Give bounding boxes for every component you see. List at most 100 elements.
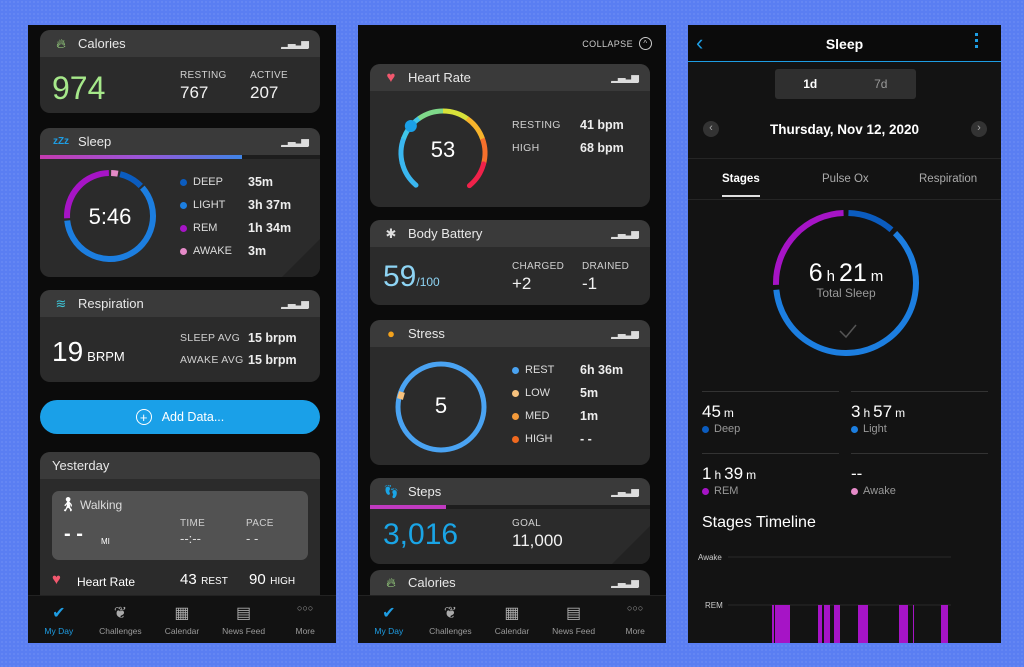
- stat-awake: -- Awake: [851, 453, 988, 497]
- active-label: ACTIVE: [250, 70, 288, 81]
- sleep-card[interactable]: zZz Sleep ▁▃▂▅ 5:46 DEEP 35m LIGHT 3h 37m REM 1…: [40, 128, 320, 277]
- sleep-total: 5:46: [88, 204, 132, 229]
- tab-news-feed[interactable]: ▤ News Feed: [543, 596, 605, 643]
- legend-rem: REM: [180, 222, 217, 234]
- range-7d[interactable]: 7d: [874, 77, 888, 91]
- charged-value: +2: [512, 274, 532, 293]
- page-title: Sleep: [825, 36, 864, 52]
- news-icon: ▤: [236, 605, 252, 622]
- respiration-card[interactable]: ≋ Respiration ▁▃▂▅ 19 BRPM SLEEP AVG 15 brp…: [40, 290, 320, 382]
- legend-label: REST: [525, 364, 555, 376]
- timeline-rem-bar: [772, 605, 774, 643]
- stress-card[interactable]: ● Stress ▁▃▂▅ 5 REST 6h 36m LOW 5m MED 1m HIGH - …: [370, 320, 650, 465]
- legend-label: HIGH: [525, 433, 553, 445]
- add-data-button[interactable]: + Add Data...: [40, 400, 320, 434]
- bar-chart-icon[interactable]: ▁▃▂▅: [611, 71, 639, 83]
- bar-chart-icon[interactable]: ▁▃▂▅: [611, 485, 639, 497]
- stress-ring-low: [397, 391, 405, 400]
- tab-my-day[interactable]: ✔ My Day: [28, 596, 90, 643]
- footprints-icon: 👣︎: [382, 483, 400, 499]
- bar-chart-icon[interactable]: ▁▃▂▅: [281, 297, 309, 309]
- stress-icon: ●: [387, 326, 395, 341]
- legend-value: 1h 34m: [248, 221, 292, 235]
- tab-pulse-ox[interactable]: Pulse Ox: [822, 173, 869, 185]
- bar-chart-icon[interactable]: ▁▃▂▅: [611, 227, 639, 239]
- stat-bu: m: [895, 406, 906, 420]
- stat-bu: m: [746, 468, 757, 482]
- next-day-button[interactable]: ›: [971, 121, 987, 137]
- laurel-icon: ❦: [443, 605, 458, 622]
- heart-rate-card[interactable]: ♥ Heart Rate ▁▃▂▅ 53 RESTING 41 bpm HIGH 6…: [370, 64, 650, 207]
- laurel-icon: ❦: [113, 605, 128, 622]
- tab-bar: ✔ My Day ❦ Challenges ▦ Calendar ▤ News Feed ○○○…: [28, 595, 336, 643]
- tab-label: Challenges: [99, 626, 142, 636]
- bar-chart-icon[interactable]: ▁▃▂▅: [281, 135, 309, 147]
- sleep-avg-value: 15 brpm: [248, 331, 297, 345]
- bar-chart-icon[interactable]: ▁▃▂▅: [281, 37, 309, 49]
- bar-chart-icon[interactable]: ▁▃▂▅: [611, 576, 639, 588]
- ring-segment-light: [773, 230, 919, 356]
- stress-ring-rest: [395, 361, 487, 453]
- tab-my-day[interactable]: ✔ My Day: [358, 596, 420, 643]
- legend-label: LIGHT: [193, 199, 226, 211]
- hours-unit: h: [826, 268, 835, 285]
- distance-value: - -: [64, 523, 83, 545]
- body-battery-card[interactable]: ✱ Body Battery ▁▃▂▅ 59/100 CHARGED +2 DRAI…: [370, 220, 650, 305]
- stat-a: --: [851, 464, 863, 483]
- card-title: Sleep: [78, 134, 112, 149]
- respiration-value: 19: [52, 336, 84, 367]
- wind-icon: ≋: [55, 295, 67, 311]
- add-data-label: Add Data...: [161, 410, 225, 424]
- tab-calendar[interactable]: ▦ Calendar: [151, 596, 213, 643]
- awake-avg-label: AWAKE AVG: [180, 354, 244, 366]
- sleep-avg-label: SLEEP AVG: [180, 332, 241, 344]
- timeline-rem-bar: [824, 605, 830, 643]
- tab-challenges[interactable]: ❦ Challenges: [420, 596, 482, 643]
- charged-label: CHARGED: [512, 261, 565, 272]
- more-vertical-icon[interactable]: [975, 33, 978, 48]
- more-icon: ○○○: [627, 603, 644, 613]
- my-day-expanded-screen: COLLAPSE ^ ♥ Heart Rate ▁▃▂▅ 53 RESTING 41…: [358, 25, 666, 643]
- time-label: TIME: [180, 518, 206, 529]
- tab-challenges[interactable]: ❦ Challenges: [90, 596, 152, 643]
- gauge-segment: [399, 160, 419, 188]
- resting-label: RESTING: [512, 119, 561, 131]
- drained-label: DRAINED: [582, 261, 630, 272]
- timeline-rem-bar: [834, 605, 840, 643]
- range-1d[interactable]: 1d: [803, 77, 818, 91]
- walking-activity[interactable]: 🚶︎ Walking - - MI TIME --:-- PACE - -: [52, 491, 308, 560]
- heart-rate-label: Heart Rate: [77, 575, 136, 589]
- bar-chart-icon[interactable]: ▁▃▂▅: [611, 327, 639, 339]
- tab-respiration[interactable]: Respiration: [919, 173, 978, 185]
- collapse-button[interactable]: COLLAPSE ^: [582, 37, 652, 50]
- check-icon: ✔: [382, 605, 396, 622]
- resting-label: RESTING: [180, 70, 227, 81]
- calories-card[interactable]: 🔥︎ Calories ▁▃▂▅ 974 RESTING 767 ACTIVE 20…: [40, 30, 320, 113]
- stat-b: 39: [724, 464, 744, 483]
- calories-card[interactable]: 🔥︎ Calories ▁▃▂▅: [370, 570, 650, 595]
- heart-rate-current: 53: [430, 137, 456, 162]
- awake-avg-value: 15 brpm: [248, 353, 297, 367]
- legend-dot: [180, 224, 187, 232]
- stat-label: Awake: [863, 485, 896, 497]
- tab-news-feed[interactable]: ▤ News Feed: [213, 596, 275, 643]
- timeline-rem-bar: [941, 605, 948, 643]
- prev-day-button[interactable]: ‹: [703, 121, 719, 137]
- legend-rest: REST: [512, 364, 554, 376]
- ring-segment-rem: [64, 170, 110, 219]
- back-chevron-icon[interactable]: ‹: [696, 30, 704, 55]
- tab-calendar[interactable]: ▦ Calendar: [481, 596, 543, 643]
- stat-au: h: [714, 468, 722, 482]
- activity-name: Walking: [80, 498, 123, 512]
- yesterday-card[interactable]: Yesterday 🚶︎ Walking - - MI TIME --:-- P…: [40, 452, 320, 595]
- news-icon: ▤: [566, 605, 582, 622]
- tab-label: Challenges: [429, 626, 472, 636]
- tab-more[interactable]: ○○○ More: [274, 596, 336, 643]
- more-icon: ○○○: [297, 603, 314, 613]
- steps-card[interactable]: 👣︎ Steps ▁▃▂▅ 3,016 GOAL 11,000: [370, 478, 650, 564]
- legend-light: LIGHT: [180, 199, 225, 211]
- tab-stages[interactable]: Stages: [722, 173, 760, 197]
- completed-corner: [282, 239, 320, 277]
- total-minutes: 21: [838, 259, 867, 287]
- tab-more[interactable]: ○○○ More: [604, 596, 666, 643]
